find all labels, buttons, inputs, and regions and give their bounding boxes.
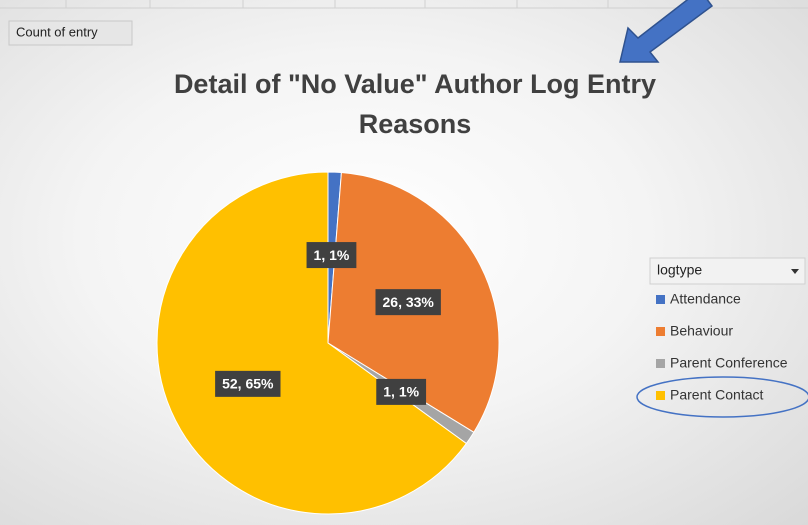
data-label-box — [306, 242, 357, 269]
dropdown-arrow[interactable] — [791, 269, 799, 274]
data-labels: 1, 1% 26, 33% 1, 1% 52, 65% — [215, 242, 441, 405]
legend-label: Parent Contact — [670, 387, 763, 403]
data-label: 1, 1% — [376, 378, 427, 405]
legend: Attendance Behaviour Parent Conference Pare… — [656, 291, 788, 403]
data-label-box — [215, 370, 281, 397]
field-button[interactable] — [8, 20, 133, 46]
data-label-box — [375, 289, 441, 316]
data-label: 1, 1% — [306, 242, 357, 269]
legend-label: Parent Conference — [670, 355, 788, 371]
chart-title: Detail of "No Value" Author Log Entry Re… — [173, 69, 657, 139]
pie-slice — [156, 171, 468, 515]
data-label-text: 1, 1% — [314, 247, 350, 263]
data-label-text: 26, 33% — [383, 294, 435, 310]
legend-label: Behaviour — [670, 323, 733, 339]
data-label-text: 1, 1% — [383, 384, 419, 400]
pie — [156, 171, 500, 515]
legend-swatch — [656, 295, 665, 304]
cell-grid — [0, 0, 808, 9]
data-label: 26, 33% — [375, 289, 441, 316]
annotation-ellipse — [636, 376, 808, 418]
legend-swatch — [656, 359, 665, 368]
legend-title: logtype — [657, 262, 702, 278]
data-label: 52, 65% — [215, 370, 281, 397]
data-label-box — [376, 378, 427, 405]
data-label-text: 52, 65% — [222, 376, 274, 392]
legend-label: Attendance — [670, 291, 741, 307]
field-button-label: Count of entry — [16, 24, 98, 39]
legend-header[interactable] — [649, 257, 806, 285]
annotation-arrow — [619, 0, 714, 63]
legend-swatch — [656, 327, 665, 336]
legend-swatch — [656, 391, 665, 400]
